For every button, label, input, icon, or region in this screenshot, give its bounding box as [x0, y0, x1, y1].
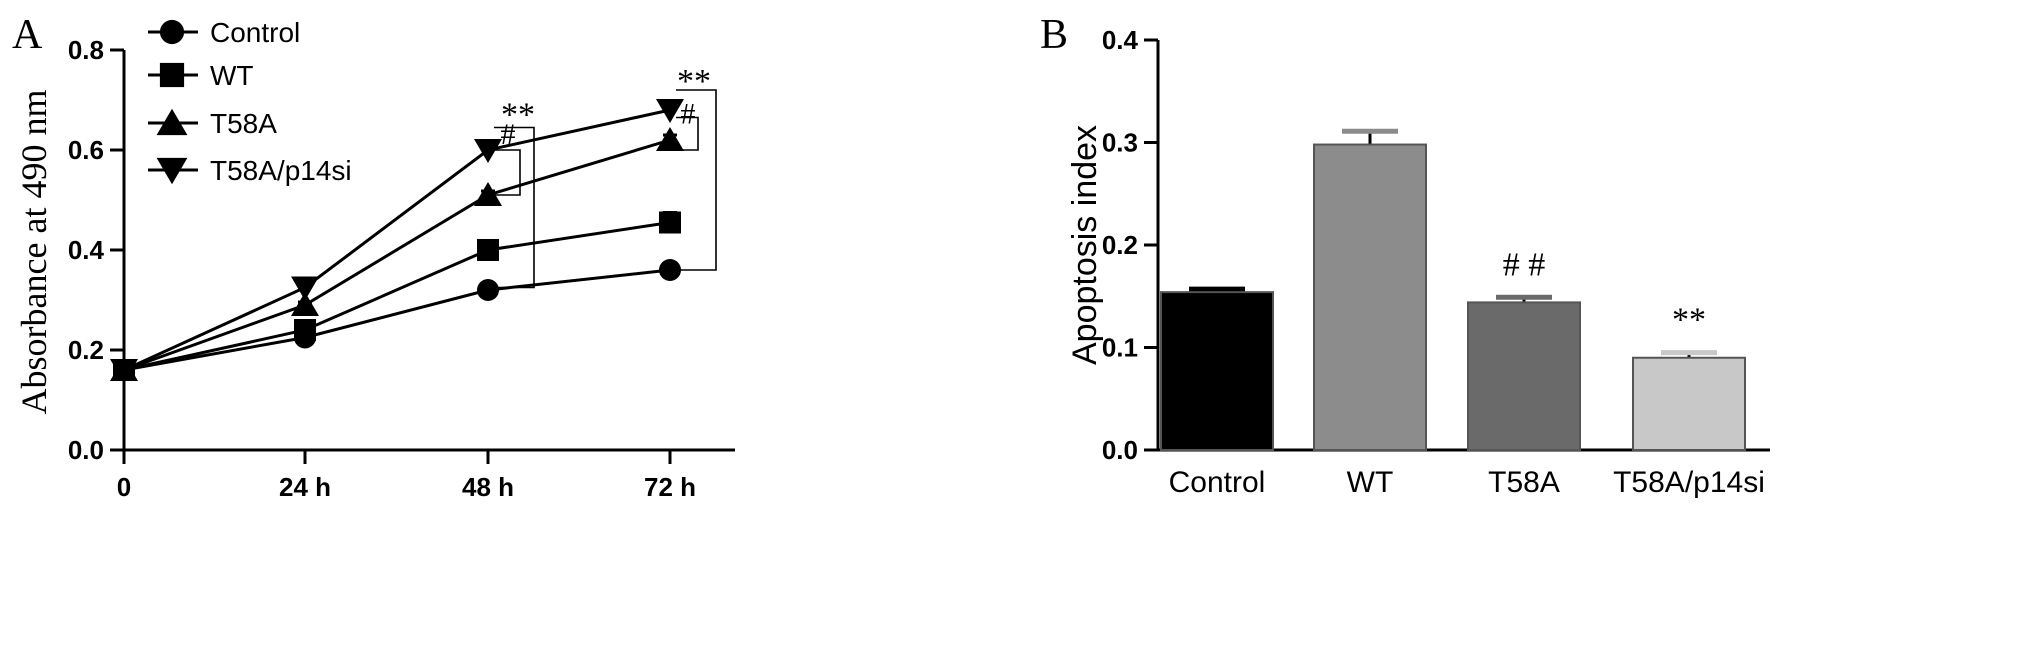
panel-a-series	[110, 99, 684, 383]
panel-a-label: A	[12, 12, 43, 58]
panel-b-annotations: # # **	[1503, 246, 1706, 338]
legend-item: WT	[148, 60, 254, 91]
bracket-72h-hash	[676, 116, 699, 151]
legend-label: T58A	[210, 108, 277, 139]
panel-a-x-tick-label: 0	[117, 472, 131, 502]
panel-a-y-tick-label: 0.2	[68, 335, 104, 365]
legend-marker	[159, 19, 185, 45]
data-point	[477, 239, 499, 261]
data-point	[659, 259, 681, 281]
panel-a-annotations: **#**#	[494, 63, 717, 289]
panel-b-y-axis-label: Apoptosis index	[1066, 125, 1104, 365]
panel-a-y-tick-label: 0.0	[68, 435, 104, 465]
legend-label: WT	[210, 60, 254, 91]
bar	[1313, 143, 1427, 452]
panel-a-x-tick-label: 72 h	[644, 472, 696, 502]
annotation-48h-star: **	[501, 97, 535, 134]
legend-item: T58A/p14si	[148, 155, 352, 186]
series-control	[113, 259, 681, 381]
panel-b-ticks: 0.0 0.1 0.2 0.3 0.4 Control WT T58A T58A/p14si	[1102, 25, 1765, 499]
panel-a-ticks: 0.0 0.2 0.4 0.6 0.8 0 24 h 48 h 72 h	[68, 35, 696, 502]
panel-a-y-tick-label: 0.6	[68, 135, 104, 165]
series-line	[123, 268, 671, 372]
panel-a-y-axis-label: Absorbance at 490 nm	[14, 90, 54, 415]
panel-a-y-tick-label: 0.8	[68, 35, 104, 65]
legend-marker	[156, 108, 188, 136]
panel-a-legend: Control WT T58A T58A/p14si	[148, 17, 352, 186]
bar-annotation: # #	[1503, 246, 1546, 283]
panel-b-x-tick-label: T58A/p14si	[1613, 466, 1765, 499]
legend-marker	[159, 62, 185, 88]
legend-item: Control	[148, 17, 300, 48]
bar	[1632, 356, 1746, 451]
data-point	[291, 276, 319, 301]
data-point	[656, 99, 684, 123]
data-point	[291, 292, 319, 316]
data-point	[474, 182, 502, 206]
data-point	[294, 319, 316, 341]
panel-b-y-tick-label: 0.3	[1102, 128, 1138, 158]
data-point	[656, 127, 684, 151]
panel-b-x-tick-label: Control	[1169, 466, 1266, 499]
bracket-72h-star	[676, 89, 717, 271]
panel-b-label: B	[1040, 12, 1068, 58]
panel-b-y-tick-label: 0.2	[1102, 230, 1138, 260]
panel-b-bar-chart: B Apoptosis index 0.0 0.1 0.2 0.3 0.4 Control…	[1040, 12, 1770, 499]
series-wt	[113, 211, 681, 381]
bracket-48h-hash	[494, 149, 521, 196]
panel-b-bars	[1160, 128, 1746, 452]
series-line	[123, 221, 671, 372]
series-t58a-p14si	[110, 99, 684, 383]
panel-b-y-tick-label: 0.0	[1102, 435, 1138, 465]
legend-marker	[156, 157, 188, 185]
panel-b-y-tick-label: 0.1	[1102, 333, 1138, 363]
legend-label: Control	[210, 17, 300, 48]
bar-t58a	[1467, 294, 1581, 451]
bar-control	[1160, 286, 1274, 451]
series-line	[123, 138, 671, 372]
panel-b-x-tick-label: WT	[1347, 466, 1394, 499]
panel-b-x-tick-label: T58A	[1488, 466, 1560, 499]
panel-a-x-tick-label: 48 h	[462, 472, 514, 502]
panel-a-line-chart: A Absorbance at 490 nm 0.0 0.2 0.4 0.6 0.8 0 2…	[12, 12, 735, 502]
bar	[1160, 291, 1274, 451]
annotation-72h-star: **	[677, 63, 711, 100]
series-line	[123, 108, 671, 372]
panel-a-y-tick-label: 0.4	[68, 235, 105, 265]
data-point	[474, 139, 502, 163]
annotation-48h-hash: #	[501, 118, 516, 151]
annotation-72h-hash: #	[681, 98, 696, 131]
bar	[1467, 301, 1581, 451]
legend-item: T58A	[148, 108, 277, 139]
bar-annotation: **	[1672, 302, 1706, 339]
bar-wt	[1313, 128, 1427, 452]
data-point	[477, 279, 499, 301]
series-t58a	[110, 127, 684, 381]
bracket-48h-star	[494, 126, 535, 289]
legend-label: T58A/p14si	[210, 155, 352, 186]
data-point	[110, 359, 138, 383]
panel-b-y-tick-label: 0.4	[1102, 25, 1139, 55]
data-point	[659, 211, 681, 234]
panel-a-x-tick-label: 24 h	[279, 472, 331, 502]
bar-t58a-p14si	[1632, 350, 1746, 451]
